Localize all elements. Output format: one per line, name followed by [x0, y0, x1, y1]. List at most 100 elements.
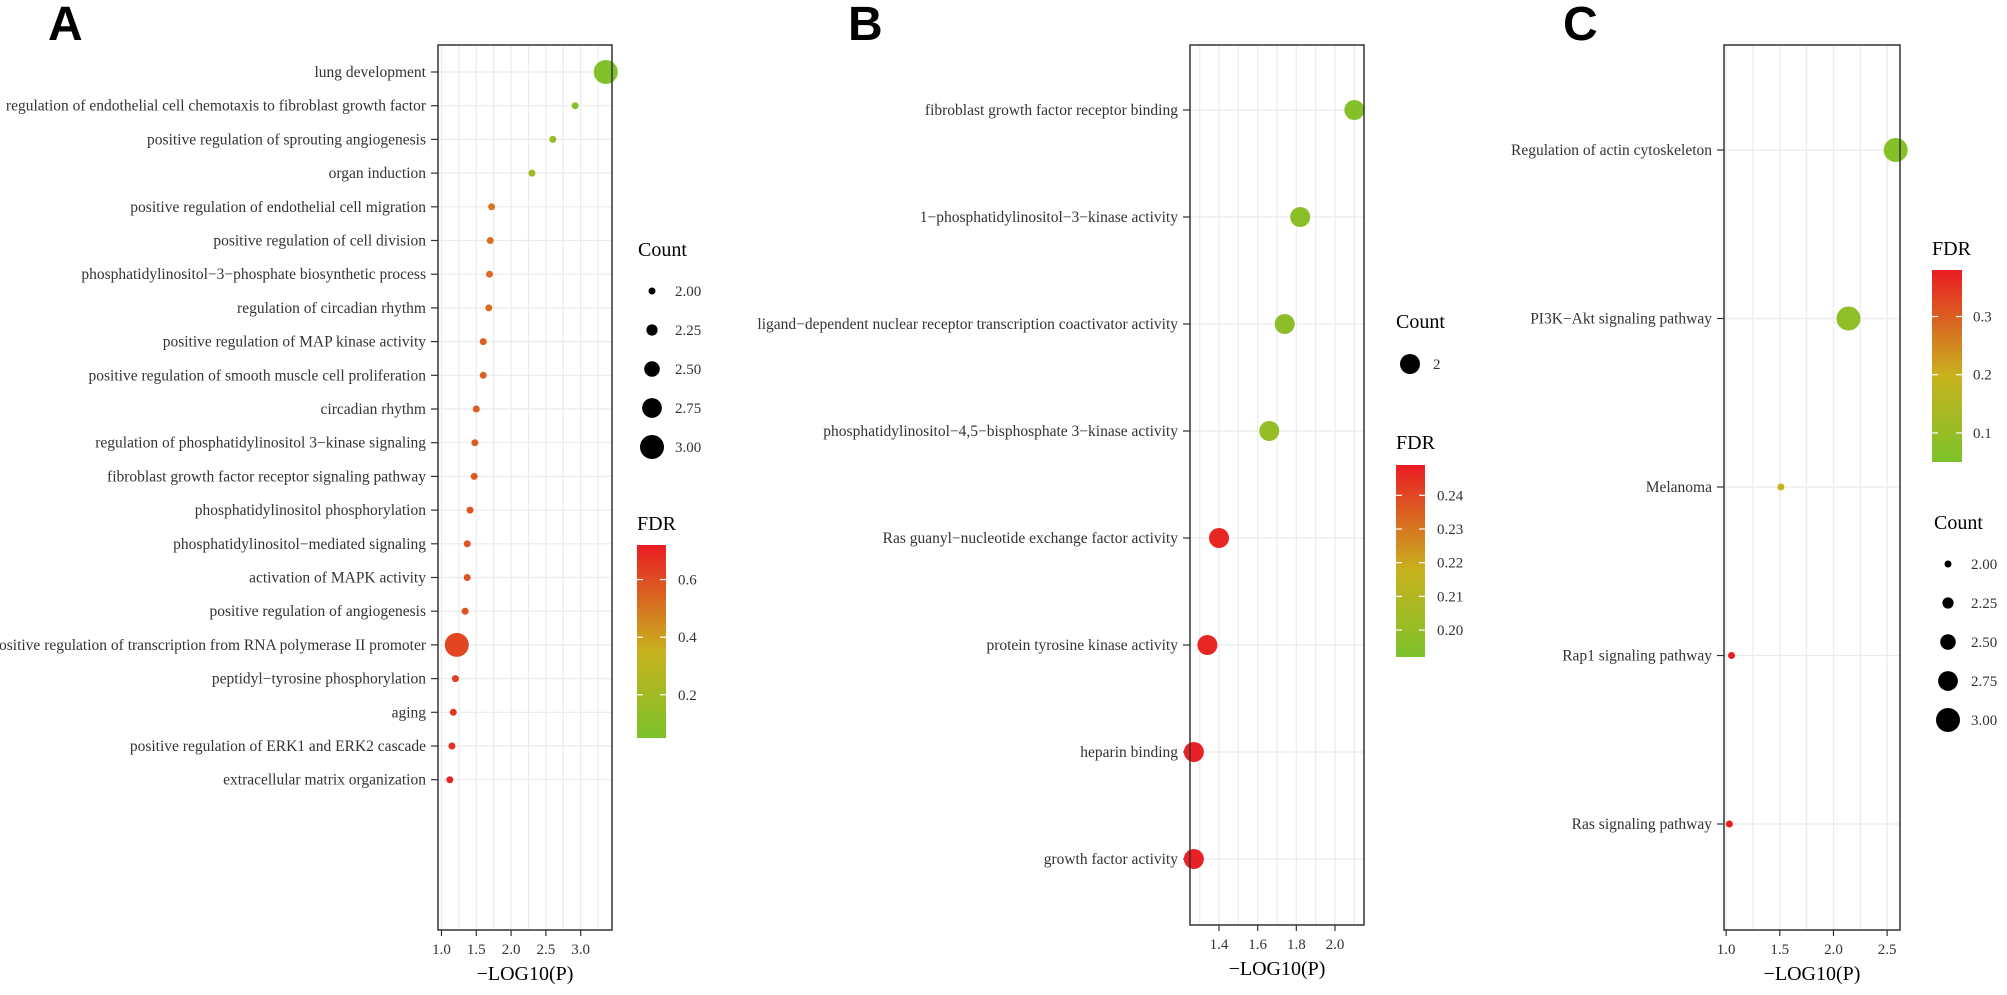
data-point: [451, 675, 459, 683]
x-axis-title: −LOG10(P): [477, 963, 574, 985]
y-tick-label: Ras guanyl−nucleotide exchange factor ac…: [883, 530, 1179, 547]
size-legend-key: [1936, 708, 1960, 732]
plot-frame: [437, 44, 613, 931]
color-legend-label: 0.6: [678, 573, 697, 589]
color-legend-bar: [1396, 465, 1425, 657]
color-legend-label: 0.4: [678, 630, 697, 646]
color-legend-label: 0.2: [1973, 368, 1992, 384]
plot-frame: [1723, 44, 1901, 931]
color-legend-label: 0.22: [1437, 556, 1463, 572]
y-tick-label: growth factor activity: [1044, 851, 1179, 868]
data-point: [1183, 742, 1204, 762]
data-point: [1777, 483, 1785, 491]
data-point: [571, 102, 579, 110]
data-point: [486, 237, 494, 244]
color-legend-bar: [1932, 270, 1962, 462]
data-point: [479, 338, 487, 346]
y-tick-label: positive regulation of cell division: [213, 233, 426, 250]
panel-b: B fibroblast growth factor receptor bind…: [757, 0, 1463, 980]
y-tick-label: fibroblast growth factor receptor bindin…: [925, 102, 1178, 119]
x-tick-label: 2.5: [537, 942, 556, 958]
data-point: [593, 60, 618, 84]
size-legend-label: 2.25: [1971, 596, 1997, 612]
data-point: [528, 169, 536, 177]
x-tick-label: 1.6: [1248, 937, 1267, 953]
size-legend-label: 2.50: [1971, 635, 1997, 651]
size-legend-label: 2.50: [675, 362, 701, 378]
plot-a: lung development regulation of endothelia…: [0, 44, 701, 985]
color-legend-label: 0.2: [678, 688, 697, 704]
size-legend-key: [648, 287, 656, 295]
size-legend-key: [644, 361, 660, 377]
color-legend-bar: [637, 545, 666, 738]
data-point: [1290, 207, 1311, 227]
data-point: [1183, 849, 1204, 869]
x-axis-title: −LOG10(P): [1764, 963, 1861, 985]
x-tick-label: 1.5: [467, 942, 486, 958]
size-legend-key: [1940, 634, 1956, 650]
plot-c: Regulation of actin cytoskeleton PI3K−Akt…: [1511, 44, 1997, 985]
size-legend-title: Count: [638, 239, 687, 261]
y-tick-label: regulation of endothelial cell chemotaxi…: [6, 98, 427, 115]
data-point: [449, 708, 457, 716]
y-tick-label: organ induction: [329, 165, 427, 182]
panel-c: C Regulation of actin cytoskeleton PI3K−A…: [1511, 0, 1997, 985]
y-tick-label: 1−phosphatidylinositol−3−kinase activity: [920, 209, 1179, 226]
size-legend-key: [640, 435, 664, 459]
panel-letter-c: C: [1563, 0, 1598, 51]
data-point: [463, 540, 471, 548]
color-legend-label: 0.1: [1973, 426, 1992, 442]
panel-letter-b: B: [848, 0, 883, 51]
y-tick-label: PI3K−Akt signaling pathway: [1530, 311, 1712, 328]
x-tick-label: 1.4: [1210, 937, 1229, 953]
data-point: [488, 203, 496, 211]
data-point: [1197, 635, 1218, 655]
y-tick-label: positive regulation of smooth muscle cel…: [89, 367, 427, 384]
y-tick-label: Rap1 signaling pathway: [1562, 648, 1712, 665]
y-tick-label: regulation of phosphatidylinositol 3−kin…: [95, 435, 426, 452]
data-point: [1836, 306, 1861, 331]
x-tick-label: 2.0: [1824, 942, 1843, 958]
x-tick-label: 1.0: [432, 942, 451, 958]
data-point: [463, 574, 471, 581]
data-point: [485, 304, 493, 312]
y-tick-label: positive regulation of MAP kinase activi…: [163, 334, 427, 351]
size-legend-key: [646, 324, 658, 336]
size-legend-label: 2.75: [675, 401, 701, 417]
x-tick-label: 1.8: [1287, 937, 1306, 953]
y-tick-label: Ras signaling pathway: [1572, 816, 1713, 833]
y-tick-label: protein tyrosine kinase activity: [986, 637, 1178, 654]
y-tick-label: phosphatidylinositol−3−phosphate biosynt…: [81, 266, 426, 283]
y-tick-label: phosphatidylinositol−4,5−bisphosphate 3−…: [823, 423, 1178, 440]
size-legend-label: 2.25: [675, 323, 701, 339]
size-legend-key: [1942, 597, 1954, 609]
y-tick-label: circadian rhythm: [321, 401, 426, 418]
size-legend-label: 3.00: [675, 440, 701, 456]
y-tick-label: phosphatidylinositol phosphorylation: [195, 502, 426, 519]
data-point: [1209, 528, 1229, 548]
y-tick-label: peptidyl−tyrosine phosphorylation: [212, 671, 426, 688]
y-tick-label: fibroblast growth factor receptor signal…: [107, 468, 426, 485]
size-legend-key: [1400, 354, 1420, 374]
size-legend-label: 3.00: [1971, 713, 1997, 729]
color-legend-label: 0.3: [1973, 310, 1992, 326]
size-legend-label: 2.00: [675, 284, 701, 300]
y-tick-label: aging: [392, 704, 427, 721]
x-tick-label: 2.5: [1878, 942, 1897, 958]
data-point: [486, 270, 494, 278]
data-point: [466, 506, 474, 514]
data-point: [1725, 820, 1733, 828]
size-legend-key: [1944, 560, 1952, 568]
x-tick-label: 3.0: [571, 942, 590, 958]
y-tick-label: positive regulation of endothelial cell …: [130, 199, 426, 216]
y-tick-label: positive regulation of sprouting angioge…: [147, 131, 426, 148]
panel-a: A lung development regulation of endothel…: [0, 0, 701, 985]
data-point: [446, 776, 454, 784]
y-tick-label: Melanoma: [1646, 479, 1712, 496]
panel-letter-a: A: [48, 0, 83, 51]
data-point: [1274, 314, 1295, 334]
y-tick-label: phosphatidylinositol−mediated signaling: [173, 536, 426, 553]
data-point: [1259, 421, 1280, 441]
plot-b: fibroblast growth factor receptor bindin…: [757, 44, 1464, 980]
y-tick-label: activation of MAPK activity: [249, 570, 426, 587]
